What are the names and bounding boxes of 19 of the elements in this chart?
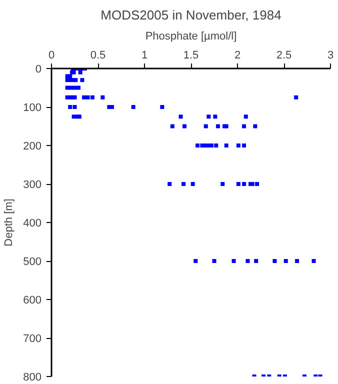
x-axis-title: Phosphate [µmol/l] <box>145 30 237 42</box>
y-tick-label: 0 <box>35 64 42 76</box>
y-tick-label: 200 <box>23 140 42 152</box>
x-tick-label: 3 <box>327 50 334 62</box>
x-tick-label: 1 <box>141 50 148 62</box>
y-tick-label: 700 <box>23 333 42 345</box>
x-tick-label: 2.5 <box>276 50 292 62</box>
chart-title: MODS2005 in November, 1984 <box>100 8 282 22</box>
x-tick-label: 0.5 <box>90 50 106 62</box>
y-tick-label: 100 <box>23 102 42 114</box>
y-tick-label: 600 <box>23 294 42 306</box>
y-tick-label: 800 <box>23 372 42 384</box>
x-tick-label: 1.5 <box>183 50 199 62</box>
y-tick-label: 400 <box>23 218 42 230</box>
y-tick-label: 500 <box>23 256 42 268</box>
x-tick-label: 2 <box>234 50 241 62</box>
x-tick-label: 0 <box>48 50 55 62</box>
y-tick-label: 300 <box>23 179 42 191</box>
y-axis-title: Depth [m] <box>3 198 16 246</box>
